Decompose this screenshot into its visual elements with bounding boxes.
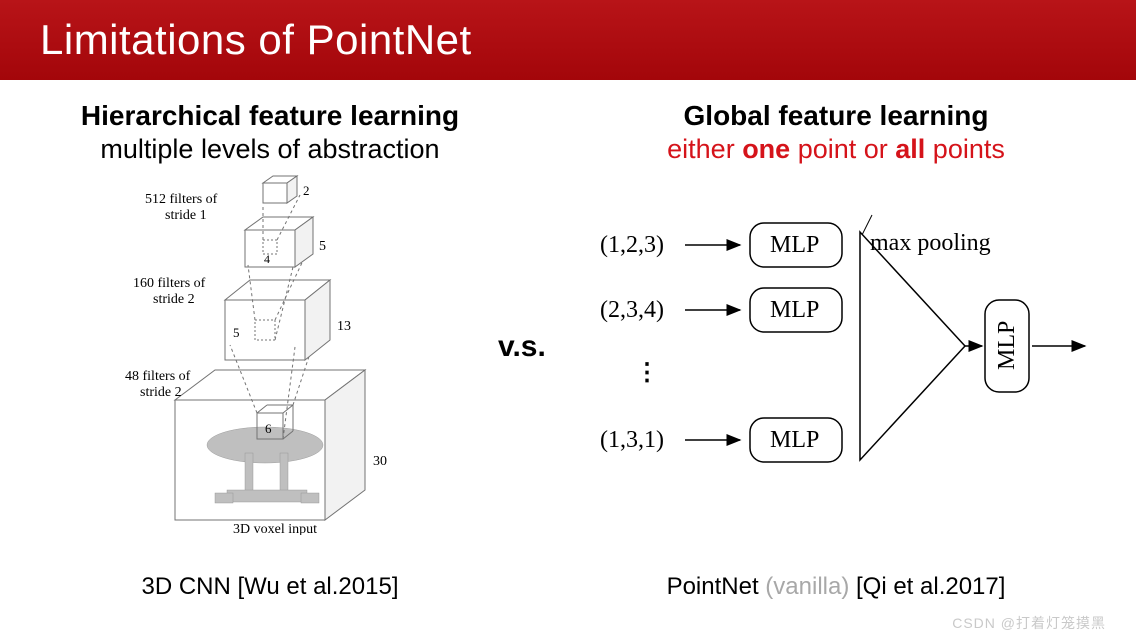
title-bar: Limitations of PointNet (0, 0, 1136, 80)
size-30: 30 (373, 454, 387, 469)
pn-input-1: (2,3,4) (600, 297, 664, 323)
maxpool-label: max pooling (870, 230, 991, 256)
mlp-label-0: MLP (770, 232, 819, 258)
mlp-label-1: MLP (770, 297, 819, 323)
right-caption: PointNet (vanilla) [Qi et al.2017] (576, 573, 1096, 601)
sub-post: points (925, 134, 1005, 164)
voxel-layer-0: 2 (263, 176, 310, 203)
svg-text:512 filters of stride 1: 512 filters of stride 1 (145, 192, 221, 223)
voxel-input-label: 3D voxel input (233, 522, 317, 535)
cap-gray: (vanilla) (765, 573, 849, 600)
voxel-layer-1: 4 5 (245, 195, 326, 267)
size-2: 2 (303, 183, 310, 198)
right-heading: Global feature learning (576, 100, 1096, 132)
slide-title: Limitations of PointNet (40, 16, 472, 64)
voxel-layer-3: 6 30 (175, 323, 387, 520)
filters-512-l1: 512 filters of (145, 192, 218, 207)
mlp-label-2: MLP (770, 427, 819, 453)
cap-post: [Qi et al.2017] (849, 573, 1005, 600)
filters-160-l1: 160 filters of (133, 276, 206, 291)
size-5: 5 (319, 239, 326, 254)
sub-pre: either (667, 134, 742, 164)
filters-48-l1: 48 filters of (125, 369, 191, 384)
left-column: Hierarchical feature learning multiple l… (30, 100, 510, 165)
voxel-hierarchy-diagram: 6 30 5 13 4 5 (115, 165, 425, 535)
pn-ellipsis: ⋮ (635, 360, 659, 386)
sub-b1: one (742, 134, 790, 164)
final-mlp-label: MLP (994, 321, 1020, 370)
left-heading: Hierarchical feature learning (30, 100, 510, 132)
svg-text:160 filters of stride 2: 160 filters of stride 2 (133, 276, 209, 307)
watermark: CSDN @打着灯笼摸黑 (952, 613, 1106, 633)
pointnet-diagram: (1,2,3) MLP (2,3,4) MLP ⋮ (1,3,1) MLP ma… (590, 210, 1100, 510)
pn-input-2: (1,3,1) (600, 427, 664, 453)
left-caption: 3D CNN [Wu et al.2015] (30, 573, 510, 601)
maxpool-triangle (860, 232, 965, 460)
inner-label-6: 6 (265, 421, 272, 436)
pn-input-0: (1,2,3) (600, 232, 664, 258)
right-subheading: either one point or all points (576, 134, 1096, 165)
sub-b2: all (895, 134, 925, 164)
inner-label-4: 4 (264, 252, 270, 266)
vs-label: v.s. (498, 330, 546, 364)
cap-pre: PointNet (667, 573, 766, 600)
inner-label-5: 5 (233, 325, 240, 340)
left-subheading: multiple levels of abstraction (30, 134, 510, 165)
content-area: Hierarchical feature learning multiple l… (0, 80, 1136, 639)
right-column: Global feature learning either one point… (576, 100, 1096, 165)
sub-mid: point or (790, 134, 895, 164)
size-13: 13 (337, 319, 351, 334)
